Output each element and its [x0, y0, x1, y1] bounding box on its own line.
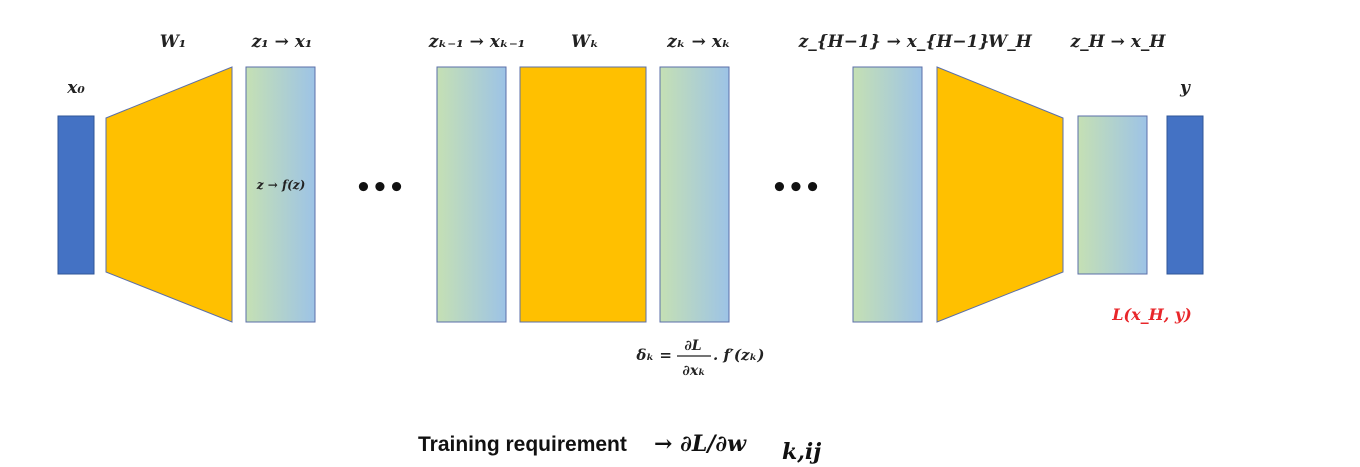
- weight-w1-block: [105, 66, 233, 323]
- delta-rhs: . f′(zₖ): [713, 346, 764, 364]
- delta-lhs: δₖ =: [635, 346, 672, 364]
- label-act-k-minus-1: zₖ₋₁ → xₖ₋₁: [428, 32, 526, 52]
- label-act1: z₁ → x₁: [251, 32, 313, 52]
- input-x0-block: [57, 115, 95, 275]
- ellipsis-1: •••: [355, 173, 405, 203]
- ellipsis-2: •••: [771, 173, 821, 203]
- caption-text: Training requirement: [418, 433, 627, 456]
- delta-numerator: ∂L: [684, 338, 701, 354]
- label-x0: x₀: [66, 78, 85, 98]
- caption-subscript: k,ij: [782, 439, 821, 465]
- training-requirement-caption: Training requirement → ∂L/∂w k,ij: [418, 431, 821, 465]
- loss-label: L(x_H, y): [1111, 305, 1191, 324]
- label-actk: zₖ → xₖ: [666, 32, 731, 52]
- activation-k-block: [659, 66, 730, 323]
- caption-math: → ∂L/∂w: [654, 431, 747, 457]
- activation-1-block: [245, 66, 316, 323]
- activation-h-minus-1-block: [852, 66, 923, 323]
- output-y-block: [1166, 115, 1204, 275]
- label-act-h-minus-1: z_{H−1} → x_{H−1}: [798, 32, 990, 52]
- activation-function-label: z → f(z): [256, 178, 306, 192]
- delta-denominator: ∂xₖ: [682, 363, 705, 379]
- activation-h-block: [1077, 115, 1148, 275]
- label-w1: W₁: [160, 32, 187, 52]
- label-wk: Wₖ: [571, 32, 599, 52]
- weight-wk-block: [519, 66, 647, 323]
- label-wh: W_H: [988, 32, 1033, 52]
- delta-formula: δₖ = ∂L ∂xₖ . f′(zₖ): [635, 338, 764, 379]
- label-y: y: [1179, 78, 1191, 98]
- weight-wh-block: [936, 66, 1064, 323]
- label-acth: z_H → x_H: [1070, 32, 1167, 52]
- activation-k-minus-1-block: [436, 66, 507, 323]
